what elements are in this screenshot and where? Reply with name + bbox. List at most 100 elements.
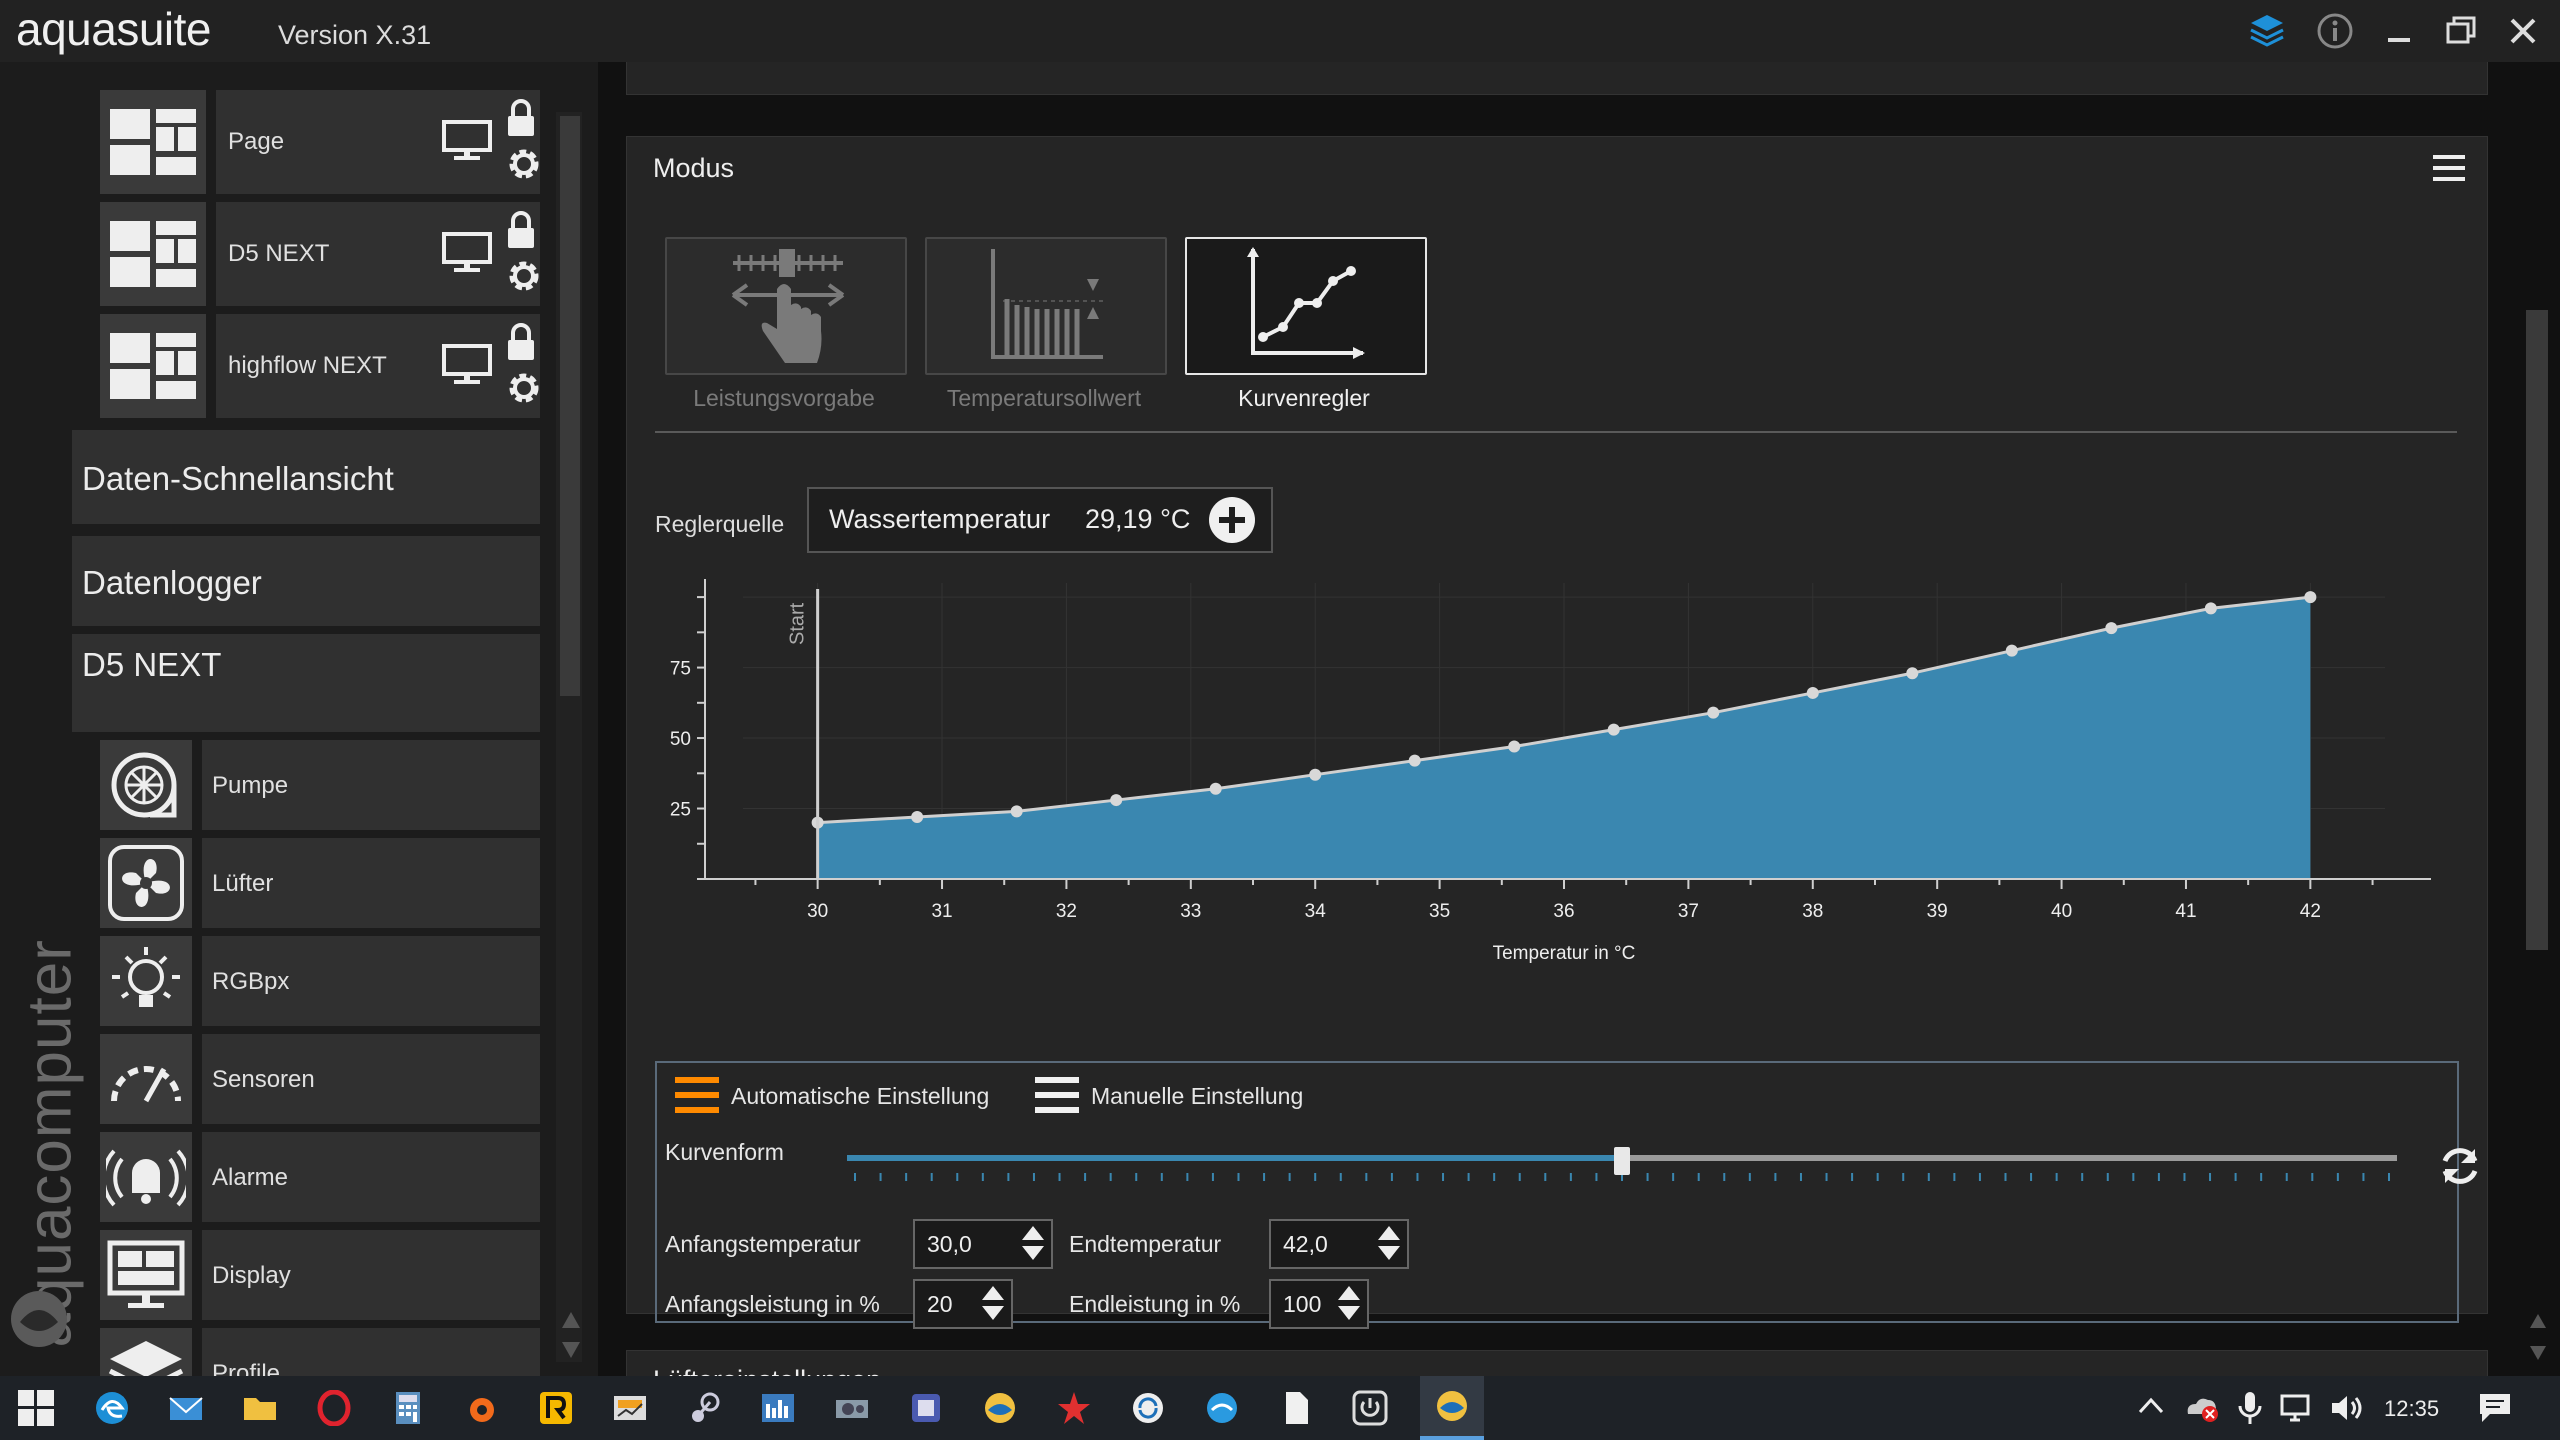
- file-explorer-icon[interactable]: [242, 1390, 278, 1426]
- edge-browser-icon[interactable]: [94, 1390, 130, 1426]
- mail-icon[interactable]: [168, 1390, 204, 1426]
- orange-app-icon[interactable]: [464, 1390, 500, 1426]
- section-d5-next[interactable]: D5 NEXT: [72, 634, 540, 732]
- device-item-profile[interactable]: Profile: [100, 1328, 540, 1376]
- source-selector[interactable]: Wassertemperatur 29,19 °C: [807, 487, 1273, 553]
- sidebar-scroll-thumb[interactable]: [560, 116, 580, 696]
- curve-point[interactable]: [1508, 740, 1521, 753]
- onedrive-error-icon[interactable]: [2182, 1392, 2222, 1429]
- curve-point[interactable]: [1110, 794, 1123, 807]
- gpu-tool-icon[interactable]: [834, 1390, 870, 1426]
- curve-point[interactable]: [1209, 782, 1222, 795]
- layers-icon[interactable]: [2240, 8, 2294, 54]
- opera-browser-icon[interactable]: [316, 1389, 352, 1427]
- curve-point[interactable]: [1309, 768, 1322, 781]
- spinner-arrows-icon[interactable]: [1375, 1223, 1403, 1268]
- power-tool-icon[interactable]: [1352, 1390, 1388, 1426]
- start-power-spinner[interactable]: 20: [913, 1279, 1013, 1329]
- mode-leistungsvorgabe-button[interactable]: [665, 237, 907, 375]
- monitor-icon[interactable]: [442, 344, 492, 391]
- lock-icon[interactable]: [506, 98, 536, 143]
- main-scroll-up-icon[interactable]: [2528, 1312, 2548, 1335]
- device-item-pumpe[interactable]: Pumpe: [100, 740, 540, 830]
- page-row-page[interactable]: Page: [100, 90, 540, 194]
- mode-kurvenregler-button[interactable]: [1185, 237, 1427, 375]
- steam-icon[interactable]: [686, 1390, 722, 1426]
- manual-settings-icon[interactable]: [1035, 1075, 1079, 1120]
- task-manager-icon[interactable]: [760, 1390, 796, 1426]
- taskbar-clock[interactable]: 12:35: [2384, 1396, 2440, 1421]
- aquasuite-taskbar-icon[interactable]: [982, 1390, 1018, 1426]
- device-item-alarme[interactable]: Alarme: [100, 1132, 540, 1222]
- curve-point[interactable]: [1408, 754, 1421, 767]
- gear-icon[interactable]: [504, 368, 544, 413]
- network-icon[interactable]: [2280, 1392, 2316, 1429]
- mode-temperatursollwert-button[interactable]: [925, 237, 1167, 375]
- spinner-arrows-icon[interactable]: [1335, 1283, 1363, 1328]
- device-item-luefter[interactable]: Lüfter: [100, 838, 540, 928]
- active-task-aquasuite[interactable]: [1420, 1376, 1484, 1440]
- windows-start-icon[interactable]: [18, 1390, 54, 1431]
- lock-icon[interactable]: [506, 210, 536, 255]
- page-row-highflow-next[interactable]: highflow NEXT: [100, 314, 540, 418]
- sync-app-icon[interactable]: [1130, 1390, 1166, 1426]
- gear-icon[interactable]: [504, 144, 544, 189]
- restore-icon[interactable]: [2434, 8, 2488, 54]
- add-source-icon[interactable]: [1207, 495, 1257, 550]
- close-icon[interactable]: [2496, 8, 2550, 54]
- red-star-app-icon[interactable]: [1056, 1390, 1092, 1426]
- document-icon[interactable]: [1278, 1390, 1314, 1426]
- page-row-d5-next[interactable]: D5 NEXT: [100, 202, 540, 306]
- curve-point[interactable]: [1806, 686, 1819, 699]
- start-temp-value[interactable]: 30,0: [927, 1231, 972, 1257]
- end-power-value[interactable]: 100: [1283, 1291, 1322, 1317]
- hwinfo-icon[interactable]: [612, 1390, 648, 1426]
- main-scroll-down-icon[interactable]: [2528, 1344, 2548, 1367]
- minimize-icon[interactable]: [2372, 8, 2426, 54]
- start-power-value[interactable]: 20: [927, 1291, 953, 1317]
- rockstar-launcher-icon[interactable]: [538, 1390, 574, 1426]
- auto-settings-label[interactable]: Automatische Einstellung: [731, 1083, 990, 1109]
- device-item-rgbpx[interactable]: RGBpx: [100, 936, 540, 1026]
- spinner-arrows-icon[interactable]: [1019, 1223, 1047, 1268]
- section-datenlogger[interactable]: Datenlogger: [72, 536, 540, 626]
- device-item-display[interactable]: Display: [100, 1230, 540, 1320]
- start-temp-spinner[interactable]: 30,0: [913, 1219, 1053, 1269]
- manual-settings-label[interactable]: Manuelle Einstellung: [1091, 1083, 1304, 1109]
- spinner-arrows-icon[interactable]: [979, 1283, 1007, 1328]
- sidebar-scroll-down-icon[interactable]: [560, 1340, 582, 1365]
- curve-point[interactable]: [1707, 706, 1720, 719]
- reset-refresh-icon[interactable]: [2437, 1143, 2483, 1194]
- cpu-tool-icon[interactable]: [908, 1390, 944, 1426]
- blue-app-icon[interactable]: [1204, 1390, 1240, 1426]
- curve-point[interactable]: [1010, 805, 1023, 818]
- monitor-icon[interactable]: [442, 120, 492, 167]
- volume-icon[interactable]: [2330, 1392, 2366, 1429]
- calculator-icon[interactable]: [390, 1390, 426, 1426]
- sidebar-scroll-up-icon[interactable]: [560, 1310, 582, 1335]
- curve-point[interactable]: [1607, 723, 1620, 736]
- monitor-icon[interactable]: [442, 232, 492, 279]
- main-scroll-thumb[interactable]: [2526, 310, 2548, 950]
- section-daten-schnellansicht[interactable]: Daten-Schnellansicht: [72, 430, 540, 524]
- notification-center-icon[interactable]: [2478, 1392, 2512, 1429]
- curve-point[interactable]: [2204, 602, 2217, 615]
- curve-point[interactable]: [2005, 644, 2018, 657]
- device-item-sensoren[interactable]: Sensoren: [100, 1034, 540, 1124]
- curve-shape-slider[interactable]: [847, 1147, 2407, 1187]
- end-temp-spinner[interactable]: 42,0: [1269, 1219, 1409, 1269]
- curve-point[interactable]: [911, 810, 924, 823]
- curve-point[interactable]: [2105, 622, 2118, 635]
- end-temp-value[interactable]: 42,0: [1283, 1231, 1328, 1257]
- hamburger-menu-icon[interactable]: [2433, 153, 2465, 188]
- microphone-icon[interactable]: [2236, 1390, 2264, 1431]
- lock-icon[interactable]: [506, 322, 536, 367]
- end-power-spinner[interactable]: 100: [1269, 1279, 1369, 1329]
- gear-icon[interactable]: [504, 256, 544, 301]
- curve-point[interactable]: [2304, 591, 2317, 604]
- tray-chevron-up-icon[interactable]: [2136, 1394, 2166, 1423]
- info-icon[interactable]: [2308, 8, 2362, 54]
- auto-settings-icon[interactable]: [675, 1075, 719, 1120]
- curve-point[interactable]: [1906, 667, 1919, 680]
